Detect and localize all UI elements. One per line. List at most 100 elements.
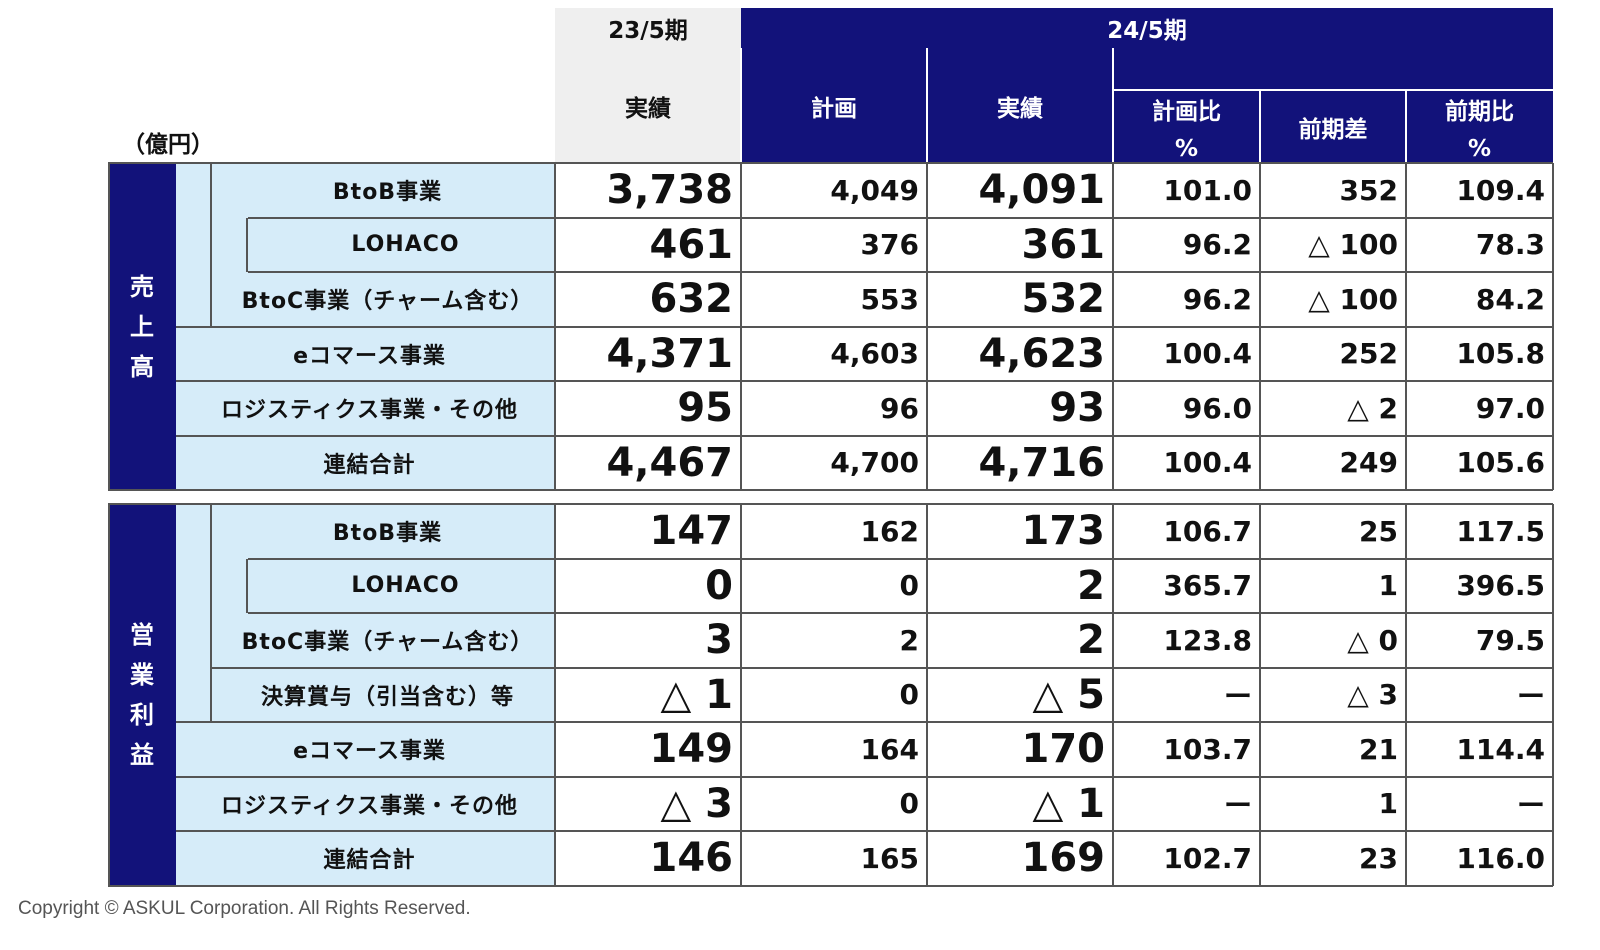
grid-line: [1112, 504, 1114, 886]
grid-line: [248, 216, 1553, 219]
header-col-label: 前期比: [1445, 98, 1514, 125]
value-cell: 1: [1378, 787, 1398, 821]
header-col-label: 計画比: [1152, 98, 1221, 125]
value-cell: 101.0: [1163, 173, 1252, 207]
grid-line: [554, 163, 556, 490]
value-cell: 109.4: [1456, 173, 1545, 207]
row-label: LOHACO: [351, 573, 460, 599]
value-cell: 96.2: [1182, 228, 1252, 262]
row-label: LOHACO: [351, 232, 460, 258]
row-label: BtoC事業（チャーム含む）: [241, 289, 534, 315]
value-cell: 553: [860, 282, 919, 316]
grid-line: [108, 162, 1553, 164]
header-prev-period: 23/5期: [555, 8, 741, 48]
label-column-bg: [176, 504, 555, 886]
row-label: ロジスティクス事業・その他: [220, 398, 519, 424]
value-cell: ー: [1516, 679, 1545, 713]
value-cell: 4,049: [830, 173, 919, 207]
grid-line: [108, 489, 1553, 491]
value-cell: 4,603: [830, 337, 919, 371]
grid-line: [108, 503, 1553, 505]
grid-line: [248, 557, 1553, 560]
value-cell: 352: [1339, 173, 1398, 207]
row-label: BtoB事業: [332, 180, 443, 206]
value-cell: 3: [705, 617, 733, 664]
value-cell: 1: [1378, 569, 1398, 603]
value-cell: 3,738: [606, 167, 733, 214]
value-cell: 21: [1359, 732, 1398, 766]
value-cell: 96.2: [1182, 282, 1252, 316]
value-cell: 165: [860, 841, 919, 875]
header-curr-period: 24/5期: [741, 8, 1553, 48]
value-cell: 0: [705, 562, 733, 609]
row-label: 決算賞与（引当含む）等: [260, 684, 514, 710]
value-cell: 0: [899, 569, 919, 603]
grid-line: [176, 380, 1553, 382]
value-cell: 100.4: [1163, 446, 1252, 480]
value-cell: 114.4: [1456, 732, 1545, 766]
value-cell: 84.2: [1475, 282, 1545, 316]
section-title: 営 業 利 益: [108, 504, 176, 886]
header-col-5: 前期比%: [1406, 90, 1553, 163]
value-cell: △ 100: [1308, 228, 1398, 262]
value-cell: 4,091: [978, 167, 1105, 214]
value-cell: 100.4: [1163, 337, 1252, 371]
grid-line: [1259, 504, 1261, 886]
grid-line: [1405, 504, 1407, 886]
value-cell: 95: [677, 385, 733, 432]
value-cell: 102.7: [1163, 841, 1252, 875]
grid-line: [246, 558, 248, 613]
value-cell: △ 5: [1032, 671, 1105, 718]
copyright: Copyright © ASKUL Corporation. All Right…: [18, 898, 471, 919]
row-label: ロジスティクス事業・その他: [220, 793, 519, 819]
value-cell: 169: [1021, 835, 1106, 882]
value-cell: 117.5: [1456, 514, 1545, 548]
value-cell: 173: [1021, 508, 1106, 555]
value-cell: 164: [860, 732, 919, 766]
value-cell: 97.0: [1475, 391, 1545, 425]
row-label: BtoC事業（チャーム含む）: [241, 630, 534, 656]
value-cell: 396.5: [1456, 569, 1545, 603]
value-cell: 361: [1021, 221, 1106, 268]
value-cell: 25: [1359, 514, 1398, 548]
value-cell: 632: [649, 276, 734, 323]
header-col-label: 前期差: [1298, 116, 1368, 143]
grid-line: [176, 434, 1553, 437]
grid-line: [248, 612, 1553, 614]
value-cell: 105.8: [1456, 337, 1545, 371]
value-cell: ー: [1223, 679, 1252, 713]
grid-line: [1552, 504, 1554, 886]
header-col-label: 実績: [997, 95, 1043, 122]
header-col-3: 計画比%: [1113, 90, 1260, 163]
value-cell: 170: [1021, 726, 1106, 773]
value-cell: 4,623: [978, 330, 1105, 377]
row-label: BtoB事業: [332, 521, 443, 547]
value-cell: 461: [649, 221, 734, 268]
grid-line: [176, 721, 1553, 723]
grid-line: [108, 504, 110, 886]
grid-line: [740, 504, 742, 886]
value-cell: 23: [1359, 841, 1398, 875]
value-cell: 146: [649, 835, 734, 882]
value-cell: ー: [1223, 788, 1252, 822]
value-cell: △ 100: [1308, 282, 1398, 316]
value-cell: 96: [880, 391, 919, 425]
value-cell: 365.7: [1163, 569, 1252, 603]
value-cell: 106.7: [1163, 514, 1252, 548]
value-cell: 105.6: [1456, 446, 1545, 480]
grid-line: [1405, 163, 1407, 490]
value-cell: 78.3: [1475, 228, 1545, 262]
value-cell: △ 0: [1347, 623, 1398, 657]
value-cell: 532: [1021, 276, 1106, 323]
value-cell: 249: [1339, 446, 1398, 480]
grid-line: [1112, 48, 1114, 163]
grid-line: [210, 504, 212, 722]
row-label: eコマース事業: [293, 343, 446, 369]
value-cell: ー: [1516, 788, 1545, 822]
value-cell: 252: [1339, 337, 1398, 371]
row-label: eコマース事業: [293, 739, 446, 765]
header-col-label: 計画: [811, 95, 857, 122]
grid-line: [740, 48, 742, 163]
value-cell: 162: [860, 514, 919, 548]
value-cell: 0: [899, 787, 919, 821]
